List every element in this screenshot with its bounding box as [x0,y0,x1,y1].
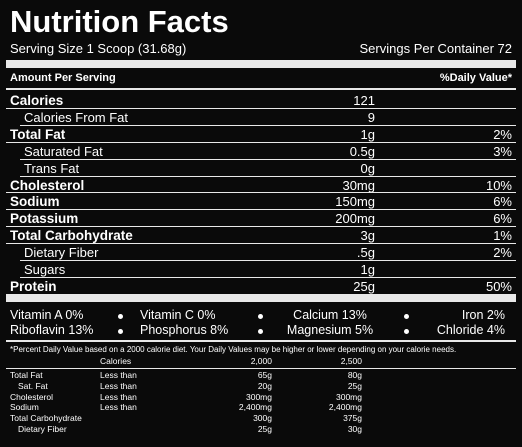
vitamin: Riboflavin 13% [10,323,94,337]
dv-2500: 300mg [336,391,362,402]
thick-rule [6,60,516,68]
row-rule [20,260,516,261]
bullet [118,314,123,319]
dv-name: Total Fat [10,370,43,380]
nutrient-name: Total Fat [10,126,66,142]
vitamin: Vitamin C 0% [140,308,216,322]
dv-limit: Less than [100,402,137,413]
row-rule [20,124,516,126]
thick-rule [6,294,516,302]
nutrient-daily-value: 2% [493,126,512,142]
bullet [404,314,409,319]
nutrient-amount: 3g [360,228,375,244]
nutrient-daily-value: 10% [485,177,512,193]
vitamin: Magnesium 5% [286,323,374,337]
dv-name: Dietary Fiber [18,424,67,434]
nutrient-daily-value: 1% [493,228,512,244]
dv-name: Total Carbohydrate [10,413,82,424]
nutrient-amount: 0g [360,160,375,176]
dv-header-col: 2,500 [340,356,362,366]
dv-header-label: Calories [100,356,132,366]
dv-2500: 80g [347,370,362,380]
daily-value-header: %Daily Value* [439,72,512,84]
nutrient-amount: 0.5g [349,143,375,159]
dv-name: Sat. Fat [18,380,48,391]
servings-per-container: Servings Per Container 72 [359,41,512,56]
nutrient-name: Total Carbohydrate [10,228,133,244]
dv-2500: 375g [343,413,362,424]
row-rule [6,226,516,228]
rule [6,368,516,369]
nutrient-name: Cholesterol [10,177,85,193]
nutrient-name: Protein [10,278,57,294]
nutrient-name: Potassium [10,211,79,227]
title: Nutrition Facts [10,4,229,39]
nutrient-daily-value: 6% [493,211,512,227]
nutrient-daily-value: 3% [493,143,512,159]
nutrient-daily-value: 2% [493,245,512,261]
rule [6,88,516,90]
vitamin: Vitamin A 0% [10,308,84,322]
nutrient-amount: 121 [353,93,375,108]
nutrient-amount: 150mg [335,194,375,210]
row-rule [20,175,516,177]
vitamin: Chloride 4% [436,323,505,337]
nutrient-daily-value: 50% [485,278,512,294]
vitamin: Phosphorus 8% [140,323,229,337]
dv-2000: 300mg [246,391,272,402]
amount-header: Amount Per Serving [10,72,116,84]
nutrient-amount: 1g [360,126,375,142]
dv-2000: 25g [257,424,272,434]
nutrient-name: Trans Fat [24,160,80,176]
nutrient-amount: 30mg [342,177,375,193]
nutrient-amount: 9 [367,109,375,125]
dv-limit: Less than [100,391,137,402]
dv-2000: 300g [253,413,272,424]
row-rule [6,192,516,194]
dv-header-col: 2,000 [250,356,272,366]
nutrient-name: Calories [10,93,64,108]
dv-limit: Less than [100,380,137,391]
nutrient-name: Sugars [24,262,66,277]
serving-size: Serving Size 1 Scoop (31.68g) [10,41,187,56]
nutrient-amount: 1g [360,262,375,277]
nutrient-amount: .5g [356,245,375,261]
dv-2000: 20g [257,380,272,391]
nutrient-amount: 200mg [335,211,375,227]
dv-2000: 2,400mg [238,402,272,413]
nutrient-name: Sodium [10,194,60,210]
dv-2500: 30g [347,424,362,434]
bullet [258,314,263,319]
row-rule [6,107,516,109]
dv-name: Sodium [10,402,39,413]
row-rule [20,276,516,278]
dv-name: Cholesterol [10,391,53,402]
dv-2500: 25g [347,380,362,391]
vitamin: Calcium 13% [293,308,367,322]
nutrient-amount: 25g [353,278,375,294]
nutrient-daily-value: 6% [493,194,512,210]
bullet [118,329,123,334]
rule [6,340,516,342]
row-rule [6,141,516,143]
nutrient-name: Dietary Fiber [24,245,99,261]
dv-limit: Less than [100,370,137,380]
dv-2500: 2,400mg [328,402,362,413]
bullet [404,329,409,334]
nutrient-name: Saturated Fat [24,143,103,159]
vitamin: Iron 2% [461,308,505,322]
footnote: *Percent Daily Value based on a 2000 cal… [10,345,457,354]
row-rule [6,209,516,211]
nutrient-name: Calories From Fat [24,109,129,125]
bullet [258,329,263,334]
row-rule [20,158,516,160]
dv-2000: 65g [257,370,272,380]
row-rule [6,243,516,245]
